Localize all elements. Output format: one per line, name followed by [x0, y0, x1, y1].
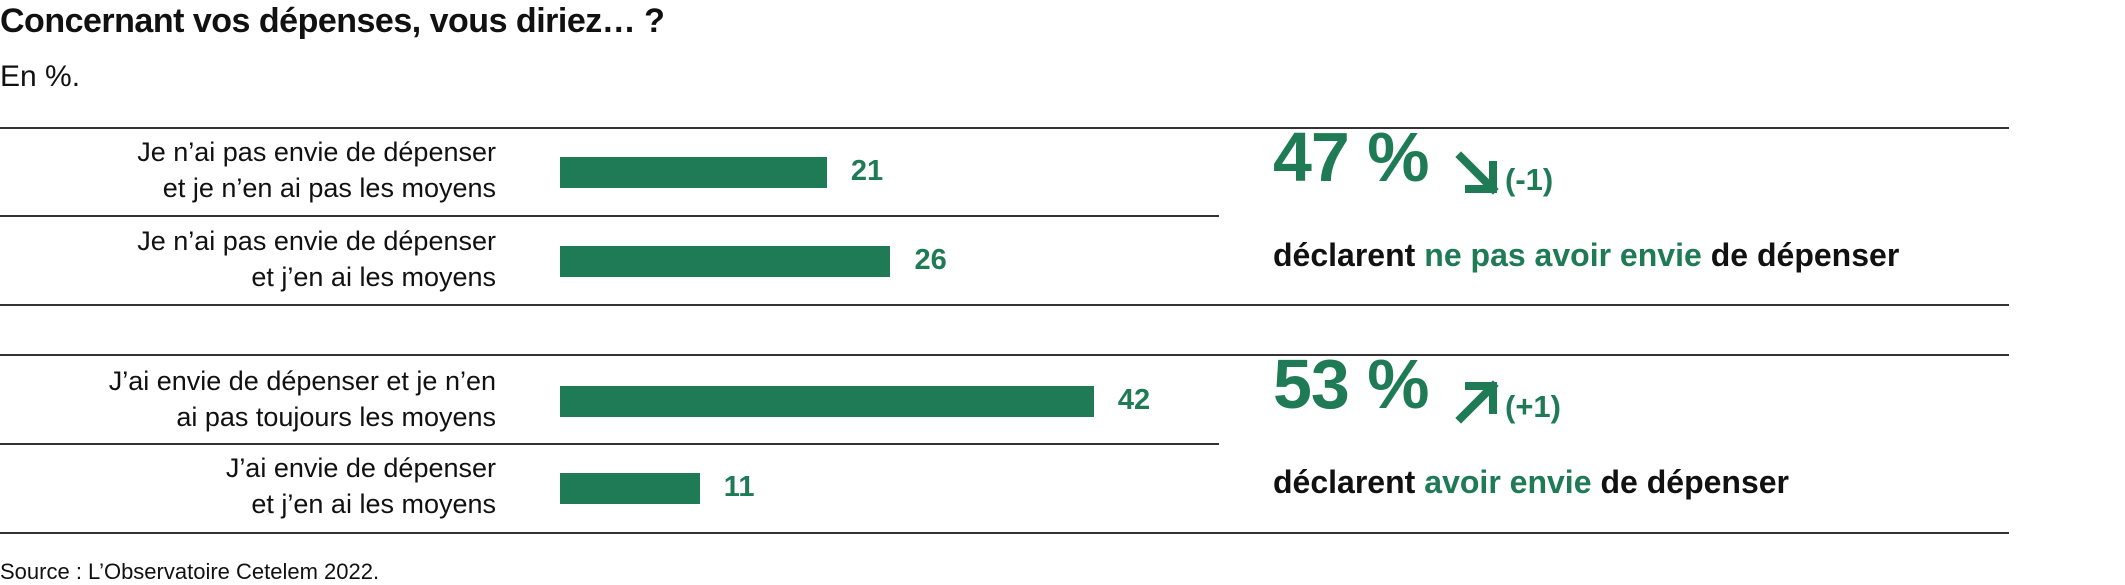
category-line: J’ai envie de dépenser — [225, 453, 496, 483]
category-label: Je n’ai pas envie de dépenser et je n’en … — [137, 134, 496, 206]
value-label: 26 — [914, 244, 947, 276]
callout-text-part: de dépenser — [1710, 237, 1900, 273]
rule — [0, 443, 1219, 445]
value-label: 21 — [850, 155, 884, 187]
callout-change: (-1) — [1505, 162, 1554, 197]
callout-text-part: ne pas avoir envie — [1424, 237, 1702, 273]
category-line: et j’en ai les moyens — [251, 262, 496, 292]
category-label: Je n’ai pas envie de dépenser et j’en ai … — [137, 223, 496, 295]
trend-arrow — [1455, 151, 1499, 195]
callout-change: (+1) — [1505, 389, 1561, 424]
callout-text-part: déclarent — [1273, 237, 1416, 273]
rule — [0, 532, 2009, 534]
category-label: J’ai envie de dépenser et je n’en ai pas … — [109, 363, 496, 435]
value-label: 11 — [723, 471, 755, 503]
arrow-path — [1455, 151, 1499, 195]
rule — [0, 304, 2009, 306]
rule — [0, 127, 2009, 129]
trend-arrow — [1455, 380, 1499, 424]
category-line: et je n’en ai pas les moyens — [162, 173, 496, 203]
category-line: ai pas toujours les moyens — [176, 402, 496, 432]
callout-value: 53 % — [1273, 345, 1430, 423]
callout-text-part: déclarent — [1273, 464, 1416, 500]
value-label: 42 — [1117, 384, 1151, 416]
source: Source : L’Observatoire Cetelem 2022. — [0, 559, 380, 584]
category-label: J’ai envie de dépenser et j’en ai les moy… — [226, 450, 496, 522]
rule — [0, 354, 2009, 356]
bar — [560, 245, 891, 277]
arrow-path — [1455, 380, 1499, 424]
chart-subtitle: En %. — [0, 60, 81, 93]
callout-text-part: de dépenser — [1600, 464, 1789, 500]
category-line: J’ai envie de dépenser et je n’en — [108, 366, 496, 396]
callout-value: 47 % — [1273, 118, 1430, 196]
bar — [560, 156, 827, 188]
callout-text-part: avoir envie — [1424, 464, 1592, 500]
chart-title: Concernant vos dépenses, vous diriez… ? — [0, 2, 665, 40]
callout-text: déclarent ne pas avoir envie de dépenser — [1273, 237, 1899, 274]
category-line: Je n’ai pas envie de dépenser — [137, 226, 496, 256]
callout-text: déclarent avoir envie de dépenser — [1273, 464, 1789, 501]
bar — [560, 472, 700, 504]
bar — [560, 385, 1094, 417]
rule — [0, 215, 1219, 217]
category-line: Je n’ai pas envie de dépenser — [137, 137, 496, 167]
category-line: et j’en ai les moyens — [251, 489, 496, 519]
